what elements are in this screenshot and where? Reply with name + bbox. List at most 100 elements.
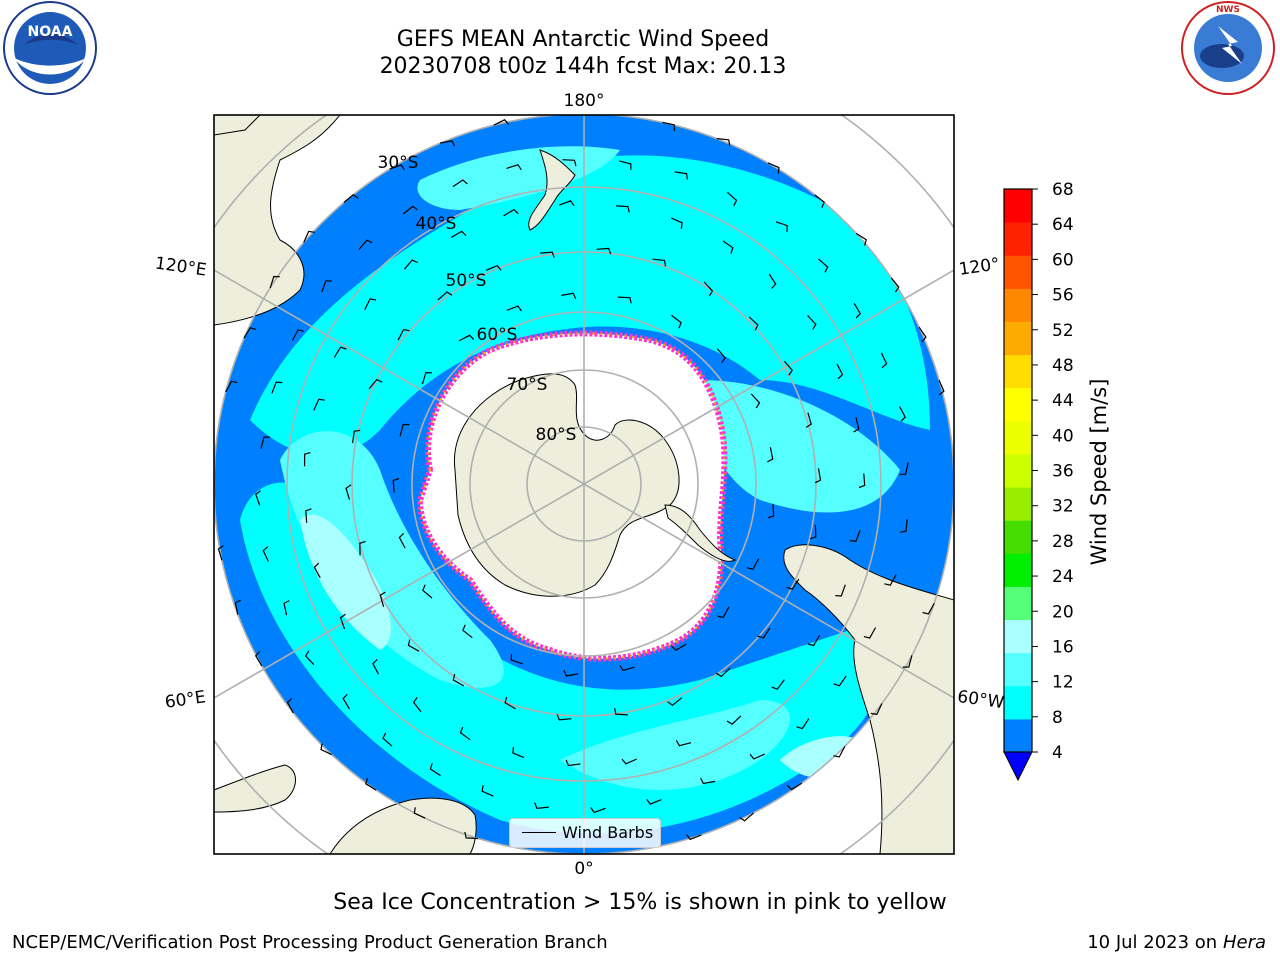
wind-barb [621, 758, 638, 765]
wind-barb [750, 393, 761, 409]
wind-barb [512, 747, 525, 759]
wind-barb [757, 627, 771, 639]
wind-barb [899, 462, 909, 476]
colorbar-segment [1004, 685, 1032, 720]
lon-label-180: 180° [564, 91, 605, 111]
wind-barb [818, 258, 829, 273]
wind-barb [402, 205, 418, 215]
wind-barb [540, 251, 555, 258]
colorbar: 68 64 60 56 52 48 44 40 36 32 28 24 20 16 12 8 4 Wind Sp… [1003, 180, 1111, 782]
wind-barb [858, 473, 866, 489]
meridian-60e [214, 483, 585, 699]
lat-label-80s: 80°S [536, 425, 577, 445]
wind-barb [717, 606, 730, 619]
wind-barb [746, 558, 760, 570]
wind-barb [399, 423, 410, 437]
wind-barb [345, 484, 352, 500]
australia [214, 115, 341, 326]
noaa-logo-text: NOAA [28, 24, 73, 40]
wind-barb [286, 697, 294, 714]
wind-barb [343, 194, 359, 203]
wind-barb [902, 655, 913, 668]
band-12-16-east [700, 380, 900, 513]
wind-barb [321, 280, 332, 293]
band-16-20-west [300, 514, 391, 650]
wind-barb [352, 429, 361, 444]
wind-barb [504, 696, 516, 710]
wind-barb [398, 532, 406, 549]
sea-ice-edge-yellow [418, 332, 726, 660]
wind-barb [320, 743, 333, 756]
wind-barb [722, 240, 734, 254]
colorbar-label: Wind Speed [m/s] [1087, 379, 1111, 566]
wind-barb [767, 503, 775, 519]
colorbar-tick-label: 52 [1052, 321, 1074, 341]
wind-barb [814, 468, 822, 484]
land-corner [214, 115, 261, 136]
colorbar-tick-label: 40 [1052, 426, 1074, 446]
wind-barb [439, 140, 456, 147]
lon-label-120w: 120° [958, 254, 1001, 280]
colorbar-segment [1004, 619, 1032, 654]
wind-barb [918, 326, 927, 343]
wind-barb [559, 200, 575, 207]
colorbar-segment [1004, 586, 1032, 621]
wind-barb [938, 379, 945, 396]
wind-barb [900, 519, 908, 533]
wind-barb [368, 378, 383, 390]
wind-barb [462, 624, 473, 639]
wind-barb [339, 613, 346, 630]
wind-barb [646, 798, 662, 805]
wind-barb [304, 452, 311, 467]
wind-barb [407, 639, 420, 652]
wind-barb [437, 291, 453, 301]
wind-barb [807, 634, 821, 647]
footer-date: 10 Jul 2023 on Hera [1087, 932, 1266, 953]
wind-barb [716, 138, 731, 146]
wind-barb [563, 670, 579, 677]
colorbar-tick-label: 56 [1052, 286, 1074, 306]
wind-barb [853, 417, 860, 433]
wind-barb [667, 697, 683, 707]
wind-barb [783, 360, 793, 376]
wind-barb [389, 164, 405, 171]
wind-barb [556, 714, 572, 721]
wind-barb [749, 753, 765, 760]
lon-label-60e: 60°E [164, 687, 207, 712]
wind-barb [796, 718, 810, 730]
wind-barb [506, 164, 522, 171]
footer-date-text: 10 Jul 2023 on [1087, 932, 1223, 953]
wind-barb [464, 831, 479, 840]
wind-barb [807, 315, 817, 330]
wind-barb [671, 314, 682, 329]
colorbar-segment [1004, 553, 1032, 587]
wind-barb [283, 600, 290, 616]
legend-wind-barb-swatch [522, 832, 556, 833]
lon-label-60w: 60°W [956, 687, 1005, 713]
wind-barb [305, 508, 312, 523]
wind-barb [614, 708, 628, 716]
wind-barb [748, 316, 759, 331]
wind-barb [662, 121, 676, 131]
colorbar-tick-label: 68 [1052, 180, 1074, 200]
wind-barb [652, 258, 667, 267]
lat-label-70s: 70°S [507, 375, 548, 395]
south-america [783, 544, 954, 854]
wind-barb [481, 785, 494, 797]
colorbar-segment [1004, 255, 1032, 289]
lat-label-60s: 60°S [477, 325, 518, 345]
nws-logo: NWS [1181, 1, 1275, 95]
sea-ice-caption: Sea Ice Concentration > 15% is shown in … [333, 890, 947, 915]
wind-barb [899, 406, 906, 422]
wind-barb [786, 578, 800, 590]
wind-barb [262, 546, 269, 562]
wind-barb [534, 802, 549, 809]
wind-barb [451, 230, 467, 238]
colorbar-extend-arrow [1003, 751, 1033, 782]
colorbar-segment [1004, 354, 1032, 389]
colorbar-tick-label: 60 [1052, 250, 1074, 270]
lat-label-30s: 30°S [378, 153, 419, 173]
colorbar-tick-label: 4 [1052, 743, 1063, 763]
wind-barb [503, 208, 519, 217]
wind-barb [671, 643, 687, 651]
